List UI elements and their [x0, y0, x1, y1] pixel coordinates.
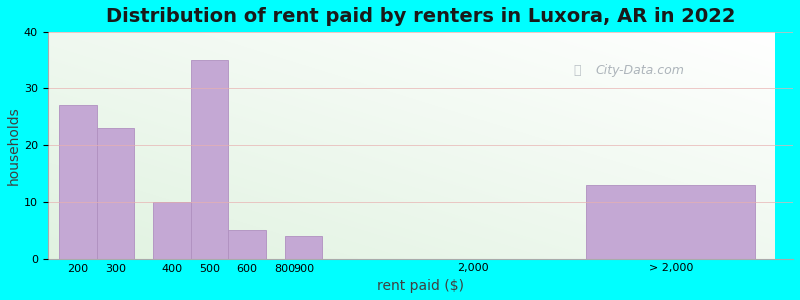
Y-axis label: households: households: [7, 106, 21, 184]
Title: Distribution of rent paid by renters in Luxora, AR in 2022: Distribution of rent paid by renters in …: [106, 7, 735, 26]
Bar: [59, 105, 97, 259]
Bar: [190, 60, 228, 259]
Bar: [586, 185, 755, 259]
X-axis label: rent paid ($): rent paid ($): [377, 279, 464, 293]
Bar: [228, 230, 266, 259]
Bar: [285, 236, 322, 259]
Bar: [97, 128, 134, 259]
Bar: [153, 202, 190, 259]
Text: 🔍: 🔍: [573, 64, 581, 77]
Text: City-Data.com: City-Data.com: [595, 64, 684, 77]
